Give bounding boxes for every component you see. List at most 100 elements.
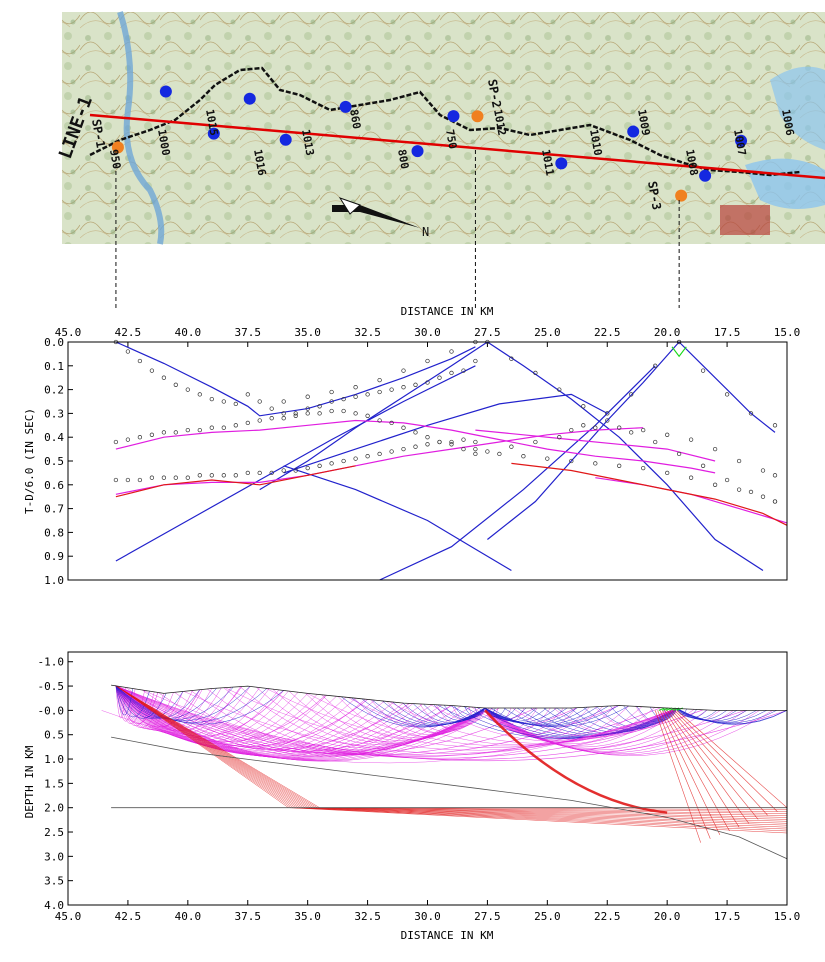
ray-path (553, 707, 677, 735)
y-tick-label: 0.5 (44, 729, 64, 742)
refracted-ray (676, 710, 788, 808)
observed-pick (329, 399, 334, 404)
ray-path (115, 685, 536, 755)
observed-pick (569, 458, 574, 464)
observed-pick (700, 368, 706, 373)
station-label: 950 (107, 148, 123, 170)
ray-path (321, 694, 486, 740)
observed-pick (617, 463, 622, 468)
observed-pick (605, 411, 610, 416)
x-tick-label: 45.0 (55, 326, 82, 339)
x-tick-label: 27.5 (474, 910, 501, 923)
observed-pick (533, 439, 538, 445)
calculated-curve-magenta (595, 477, 788, 524)
ray-path (125, 687, 486, 758)
observed-pick (389, 420, 394, 426)
observed-pick (257, 418, 262, 423)
shot-point-marker (471, 110, 484, 123)
ray-path (115, 685, 268, 723)
observed-pick (197, 392, 202, 397)
ray-path (341, 696, 486, 728)
y-tick-label: 1.0 (44, 753, 64, 766)
observed-pick (712, 482, 718, 487)
town-block (720, 205, 770, 235)
observed-pick (185, 387, 190, 392)
receiver-marker (243, 92, 256, 105)
observed-pick (149, 368, 155, 373)
observed-pick (233, 473, 238, 478)
observed-pick (461, 368, 466, 373)
observed-pick (665, 432, 670, 437)
observed-pick (125, 349, 131, 354)
observed-pick (772, 473, 778, 478)
ray-diagram-y-title: DEPTH IN KM (23, 745, 36, 818)
y-tick-label: 0.5 (44, 455, 64, 468)
x-tick-label: 42.5 (115, 910, 142, 923)
observed-pick (473, 439, 478, 445)
calculated-curve-blue (283, 393, 608, 474)
observed-pick (317, 404, 322, 409)
travel-time-curves (115, 341, 788, 581)
observed-pick (557, 435, 562, 440)
calculated-curve-magenta (115, 419, 716, 474)
y-tick-label: 3.5 (44, 875, 64, 888)
ray-path (288, 690, 486, 743)
y-tick-label: 3.0 (44, 850, 64, 863)
x-tick-label: 32.5 (354, 910, 381, 923)
surface-topography (111, 684, 787, 711)
ray-diagram-chart: 45.0 42.5 40.0 37.5 35.0 32.5 30.0 27.5 25.0 22.5… (23, 651, 801, 942)
observed-pick (413, 444, 418, 449)
y-tick-label: 0.7 (44, 503, 64, 516)
observed-pick (449, 349, 454, 354)
observed-pick (700, 463, 706, 468)
ray-path (594, 706, 677, 730)
map-panel: 950 1000 1015 1016 1013 860 800 750 1012 1011 1010… (55, 11, 825, 308)
ray-path (101, 708, 677, 764)
y-tick-label: 4.0 (44, 899, 64, 912)
ray-diagram-frame (67, 651, 788, 906)
observed-pick (748, 489, 754, 495)
ray-path (115, 685, 284, 725)
station-label: 1013 (299, 128, 316, 156)
x-tick-label: 20.0 (654, 326, 681, 339)
ray-path (115, 685, 318, 747)
ray-path (306, 693, 677, 747)
observed-pick (724, 392, 730, 397)
shot-label: SP-1 (89, 118, 108, 149)
observed-pick (688, 475, 694, 480)
model-interfaces (111, 684, 788, 860)
ray-paths (101, 685, 788, 843)
observed-pick (569, 427, 574, 433)
observed-pick (593, 425, 598, 430)
ray-path (239, 686, 486, 747)
observed-pick (461, 446, 466, 452)
observed-pick (125, 477, 131, 483)
observed-pick (389, 449, 394, 454)
x-tick-label: 17.5 (714, 326, 741, 339)
shot-label: SP-3 (645, 180, 664, 211)
ray-diagram-y-ticks: -1.0 -0.5 -0.0 0.5 1.0 1.5 2.0 2.5 3.0 3.5 4.0 (38, 656, 73, 912)
x-tick-label: 15.0 (774, 910, 801, 923)
ray-path (389, 701, 677, 744)
travel-time-picks (113, 339, 778, 504)
observed-pick (641, 465, 646, 471)
observed-pick (233, 401, 238, 407)
ray-path (183, 691, 677, 754)
observed-pick (724, 477, 730, 483)
x-tick-label: 40.0 (175, 326, 202, 339)
observed-pick (653, 363, 658, 368)
observed-pick (533, 370, 538, 376)
survey-line-route (89, 66, 801, 177)
y-tick-label: -0.0 (38, 704, 65, 717)
observed-pick (305, 411, 310, 416)
observed-pick (245, 392, 250, 397)
observed-pick (341, 396, 346, 402)
ray-path (115, 685, 184, 719)
y-tick-label: 0.3 (44, 407, 64, 420)
ray-path (484, 705, 629, 728)
ray-path (347, 697, 677, 746)
observed-pick (293, 468, 298, 473)
x-tick-label: 17.5 (714, 910, 741, 923)
observed-pick (209, 425, 214, 430)
